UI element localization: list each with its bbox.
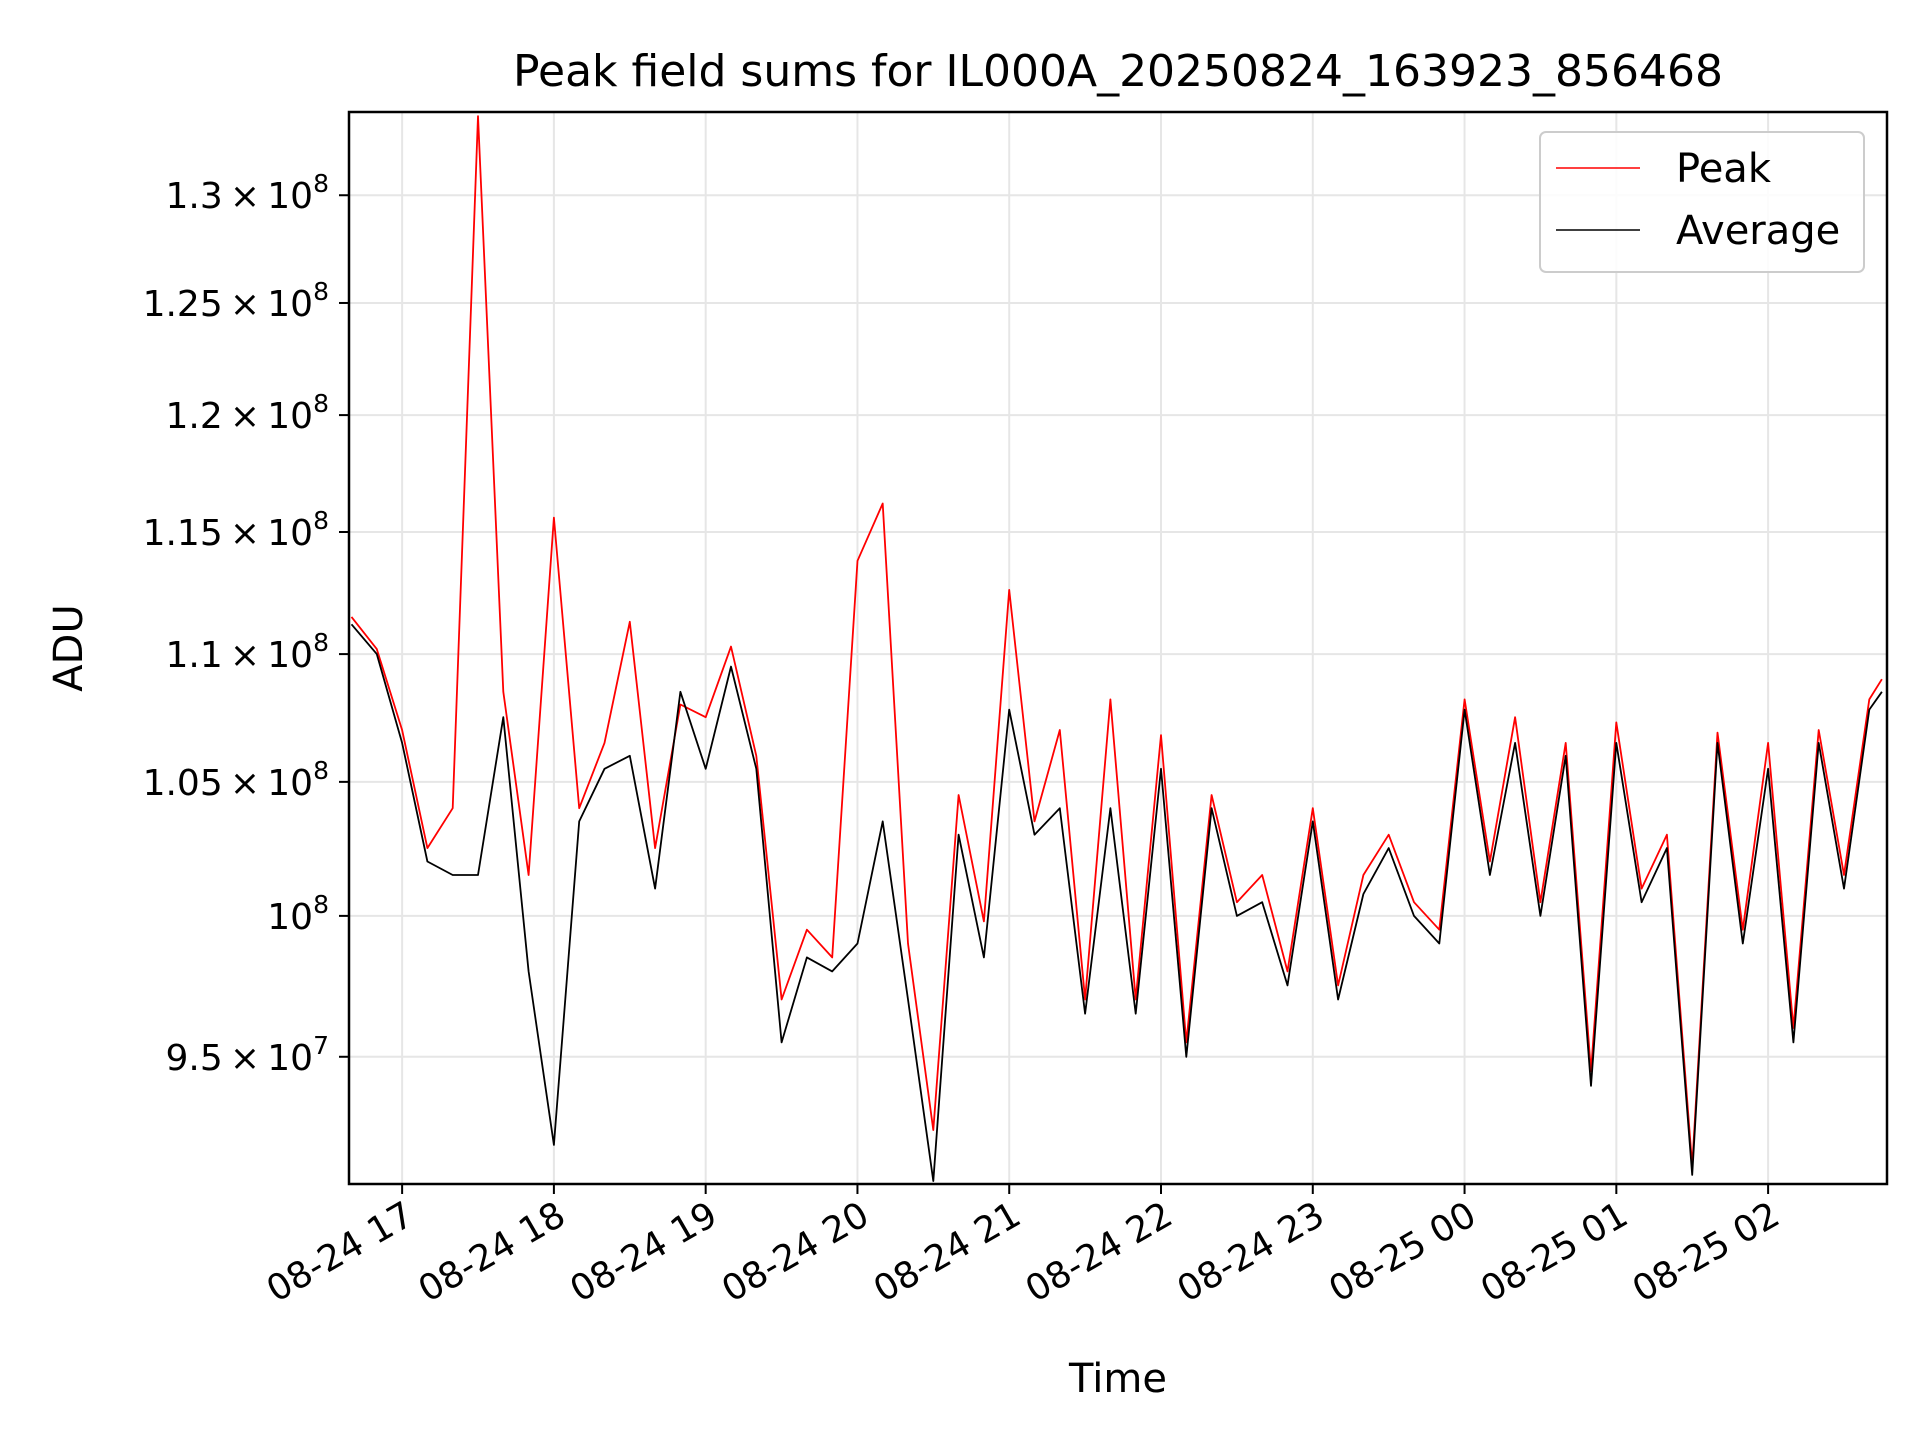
y-tick-label: 1.3 × 108: [165, 169, 329, 217]
series-layer: [350, 115, 1883, 1182]
y-tick-label: 9.5 × 107: [165, 1031, 329, 1079]
series-line-average: [350, 623, 1883, 1182]
legend-label-average: Average: [1676, 208, 1840, 254]
series-line-peak: [350, 115, 1883, 1167]
y-tick-label: 1.05 × 108: [143, 756, 329, 804]
legend-label-peak: Peak: [1676, 146, 1772, 192]
plot-frame: [347, 110, 1889, 1186]
legend: Peak Average: [1539, 131, 1865, 273]
y-tick-label: 108: [267, 890, 329, 938]
y-tick-label: 1.2 × 108: [165, 389, 329, 437]
y-axis-title: ADU: [46, 604, 92, 691]
y-tick-label: 1.15 × 108: [143, 506, 329, 554]
y-tick-label: 1.1 × 108: [165, 628, 329, 676]
legend-box: [1539, 131, 1865, 273]
x-axis-title: Time: [1068, 1356, 1167, 1402]
y-axis-ticks: 9.5 × 107 108 1.05 × 108 1.1 × 108 1.15 × 10…: [143, 169, 349, 1079]
chart-title: Peak field sums for IL000A_20250824_1639…: [513, 46, 1723, 97]
y-tick-label: 1.25 × 108: [143, 277, 329, 325]
